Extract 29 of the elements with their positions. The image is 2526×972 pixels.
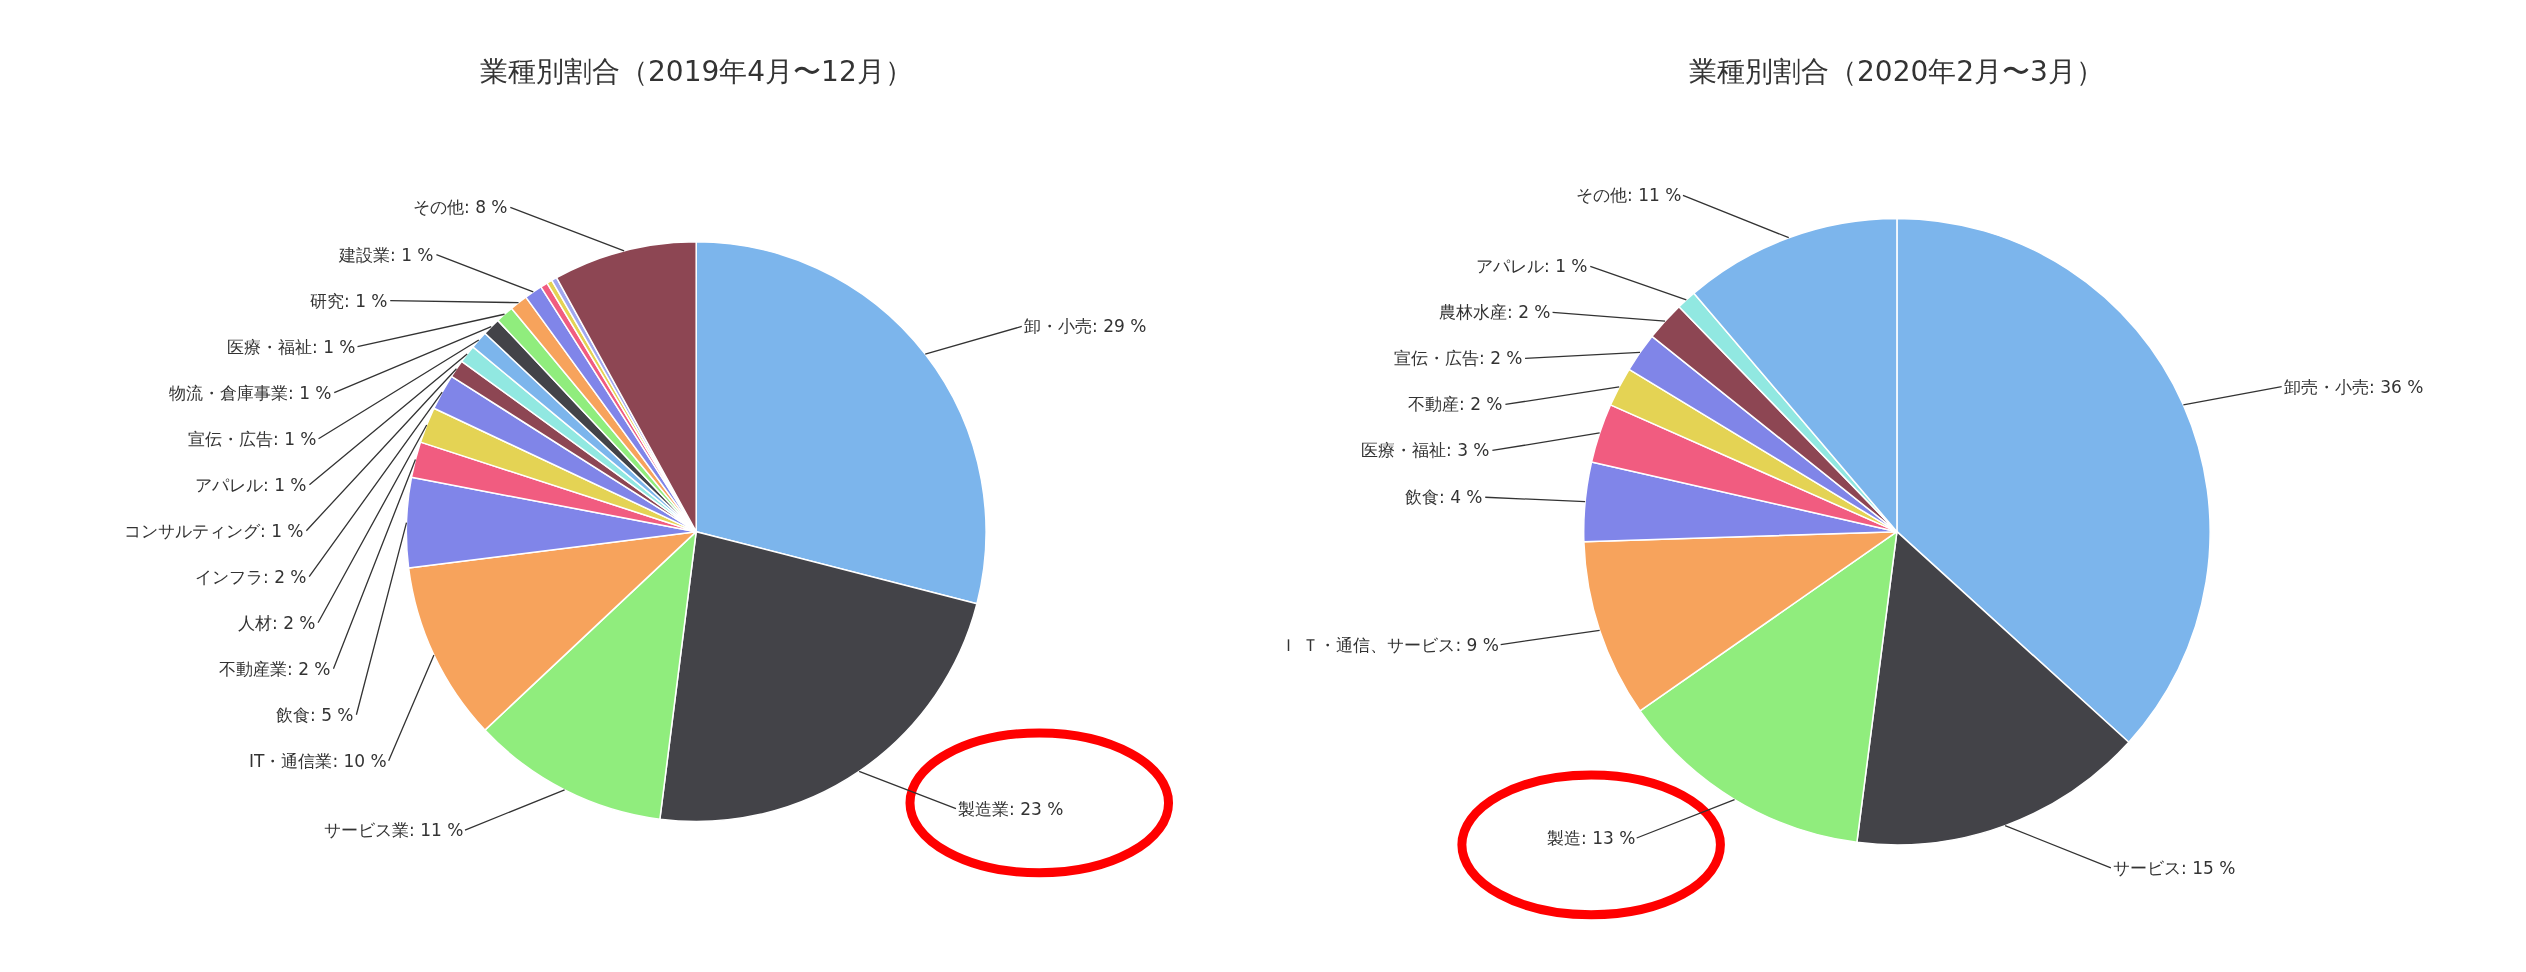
data-label: : 1 % (390, 245, 434, 265)
data-label: : 5 % (310, 705, 354, 725)
data-label: : 1 % (312, 337, 356, 357)
data-label: : 1 % (260, 521, 304, 541)
data-label: : 2 % (1459, 394, 1503, 414)
data-label: : 1 % (1544, 256, 1588, 276)
data-label: : 2 % (1507, 302, 1551, 322)
data-label: : 2 % (1479, 348, 1523, 368)
data-label: : 2 % (287, 659, 331, 679)
data-label: : 36 % (2369, 377, 2424, 397)
data-label: : 3 % (1446, 440, 1490, 460)
data-label: : 1 % (344, 291, 388, 311)
data-label: : 2 % (263, 567, 307, 587)
data-label: : 8 % (464, 197, 508, 217)
data-label: : 2 % (272, 613, 316, 633)
data-label: : 9 % (1455, 635, 1499, 655)
data-label: : 10 % (332, 751, 387, 771)
data-label: : 1 % (263, 475, 307, 495)
data-label: : 23 % (1009, 799, 1064, 819)
data-label: : 4 % (1439, 487, 1483, 507)
data-label: : 11 % (1627, 185, 1682, 205)
chart-title: 業種別割合（2020年2月〜3月） (1689, 55, 2104, 88)
data-label: : 11 % (409, 820, 464, 840)
chart-title: 業種別割合（2019年4月〜12月） (480, 55, 913, 88)
data-label: : 15 % (2181, 858, 2236, 878)
data-label: : 1 % (288, 383, 332, 403)
data-label: : 1 % (273, 429, 317, 449)
data-label: : 13 % (1581, 828, 1636, 848)
data-label: : 29 % (1092, 316, 1147, 336)
